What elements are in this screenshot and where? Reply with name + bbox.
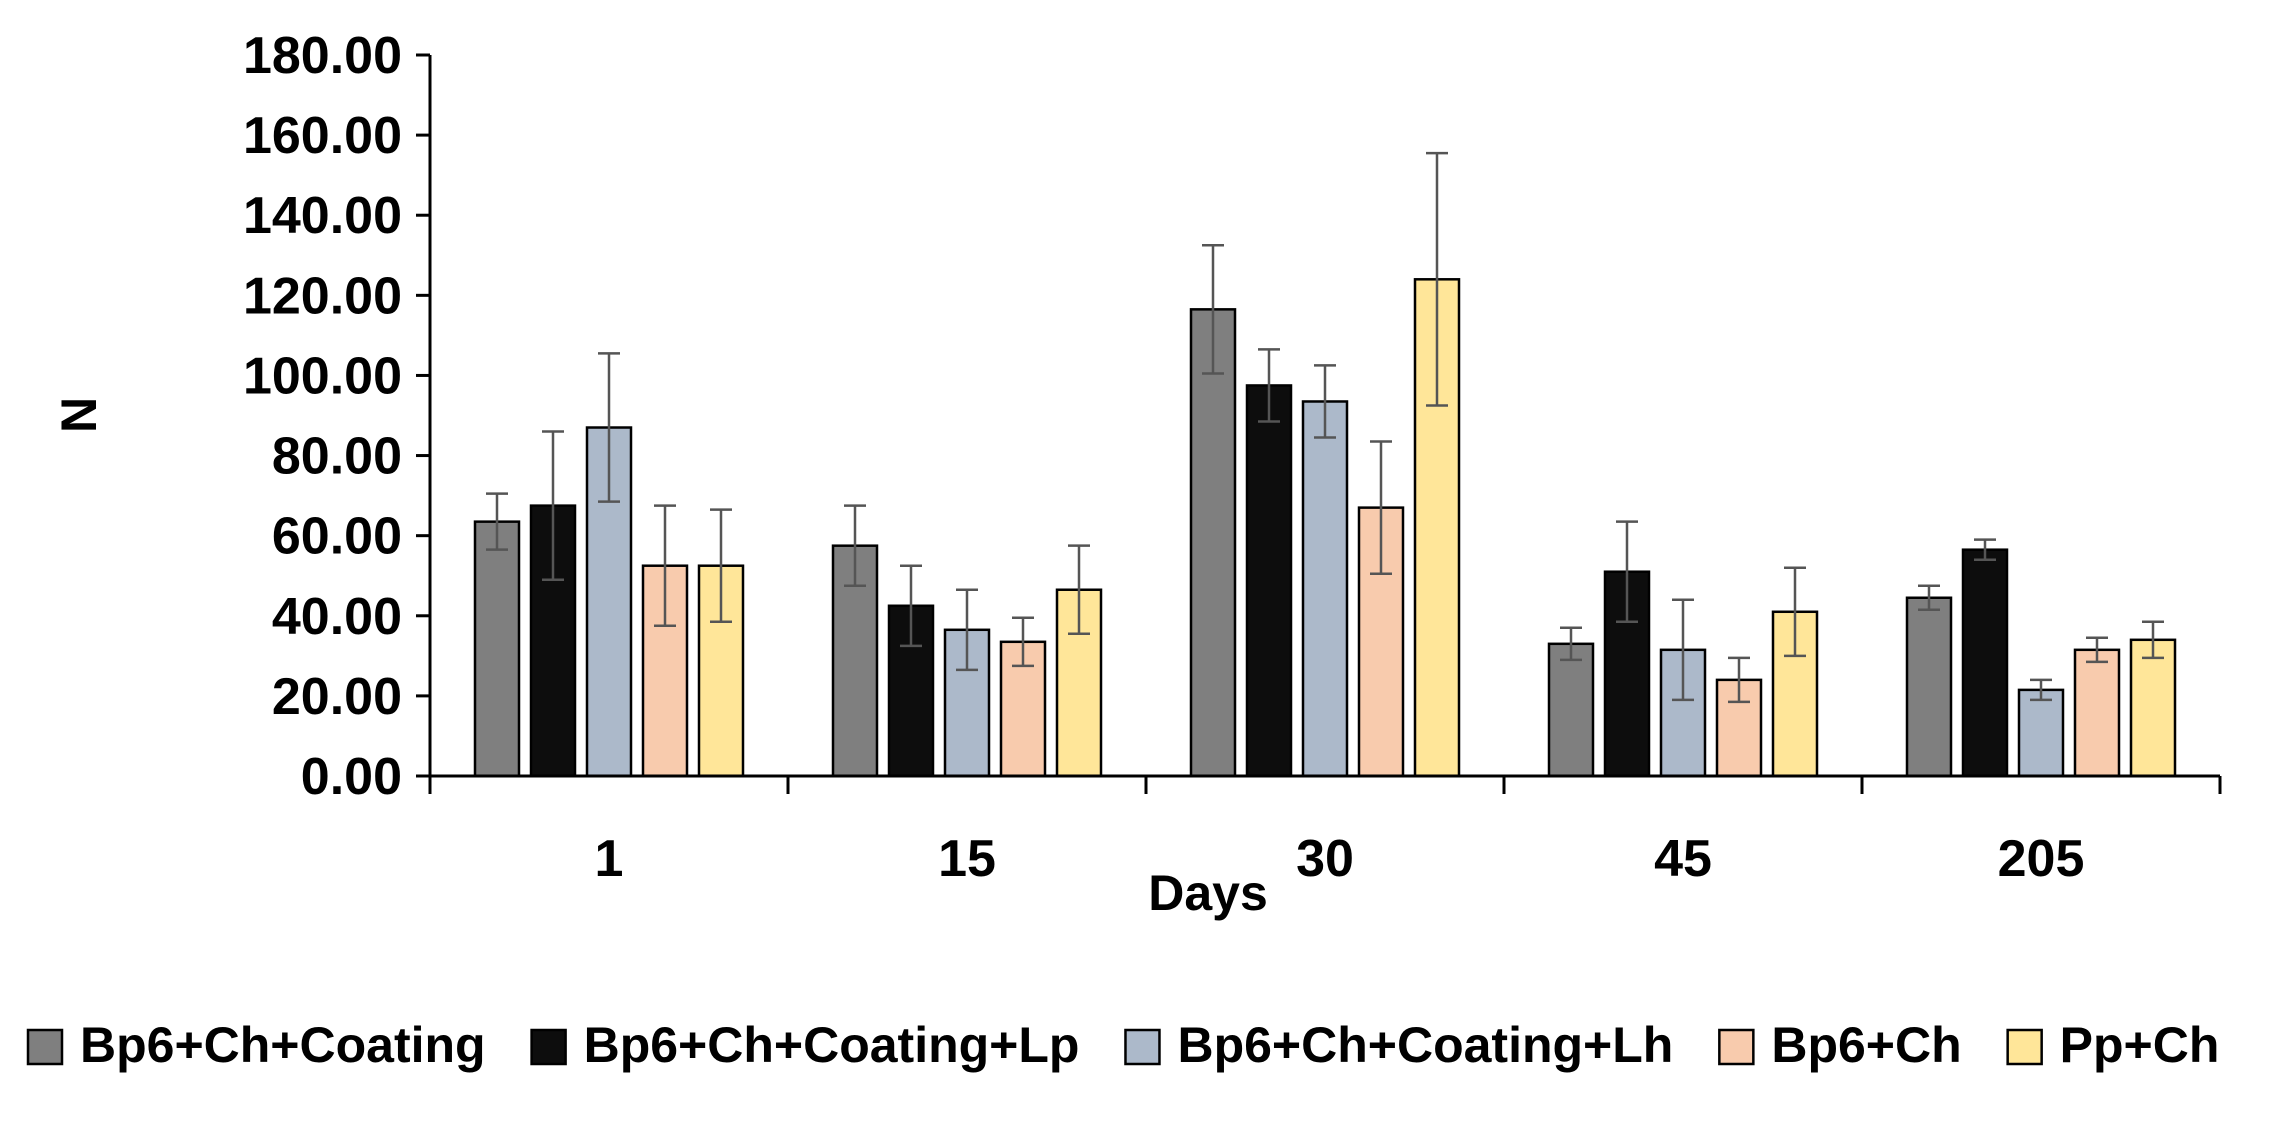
x-tick-label: 45: [1654, 830, 1712, 888]
x-tick-label: 205: [1998, 830, 2085, 888]
y-tick-label: 140.00: [243, 187, 402, 245]
y-tick-label: 20.00: [272, 668, 402, 726]
bar: [1547, 642, 1595, 778]
bar: [1189, 308, 1237, 778]
legend-label: Bp6+Ch: [1771, 1017, 1961, 1073]
y-tick-label: 120.00: [243, 267, 402, 325]
bar: [2017, 688, 2065, 778]
bar: [473, 520, 521, 778]
legend-swatch: [1718, 1028, 1755, 1066]
y-tick-label: 160.00: [243, 107, 402, 165]
y-tick-label: 80.00: [272, 428, 402, 486]
bar: [2073, 648, 2121, 778]
y-tick-label: 40.00: [272, 588, 402, 646]
bar: [1301, 400, 1349, 778]
bar: [1961, 548, 2009, 778]
y-axis: 0.00 20.00 40.00 60.00 80.00 100.00 120.00 140.…: [243, 27, 432, 806]
y-tick-label: 180.00: [243, 27, 402, 85]
x-tick-label: 15: [938, 830, 996, 888]
bar: [2129, 638, 2177, 778]
y-tick-label: 100.00: [243, 347, 402, 405]
legend: Bp6+Ch+Coating Bp6+Ch+Coating+Lp Bp6+Ch+Co…: [26, 1017, 2220, 1073]
y-axis-title: N: [51, 397, 107, 433]
legend-label: Pp+Ch: [2060, 1017, 2220, 1073]
legend-swatch: [2006, 1028, 2043, 1066]
legend-label: Bp6+Ch+Coating+Lh: [1177, 1017, 1673, 1073]
bar-series-group: [473, 278, 2177, 778]
legend-label: Bp6+Ch+Coating+Lp: [584, 1017, 1080, 1073]
bar: [1245, 384, 1293, 778]
error-bar-group: [486, 151, 2164, 704]
x-axis: 1 15 30 45 205: [428, 774, 2222, 888]
legend-swatch: [530, 1028, 567, 1066]
x-axis-title: Days: [1148, 865, 1268, 921]
bar: [1905, 596, 1953, 778]
y-tick-label: 0.00: [301, 748, 402, 806]
x-tick-label: 30: [1296, 830, 1354, 888]
legend-label: Bp6+Ch+Coating: [80, 1017, 486, 1073]
y-tick-label: 60.00: [272, 508, 402, 566]
x-tick-label: 1: [595, 830, 624, 888]
legend-swatch: [26, 1028, 64, 1066]
legend-swatch: [1124, 1028, 1161, 1066]
